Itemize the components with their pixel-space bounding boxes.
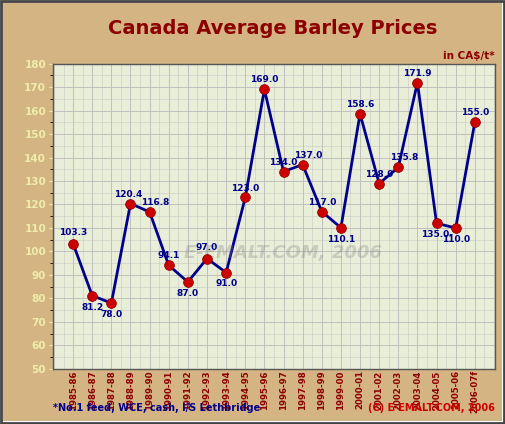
Text: in CA$/t*: in CA$/t* (443, 50, 495, 61)
Point (337, 224, 345, 231)
Text: 123.0: 123.0 (231, 184, 260, 192)
Text: 103.3: 103.3 (59, 229, 87, 237)
Text: 110.0: 110.0 (442, 235, 470, 244)
Point (279, 168, 287, 175)
Text: 110.1: 110.1 (327, 234, 355, 244)
Point (184, 279, 192, 285)
Point (203, 255, 211, 262)
Text: E-EMALT.COM, 2006: E-EMALT.COM, 2006 (184, 244, 382, 262)
Point (165, 262, 173, 269)
Point (451, 225, 460, 232)
Point (394, 164, 402, 171)
Point (241, 194, 249, 201)
Text: 137.0: 137.0 (294, 151, 322, 159)
Point (414, 79, 422, 86)
Point (222, 269, 230, 276)
Point (298, 161, 307, 168)
Text: 81.2: 81.2 (81, 302, 104, 312)
Text: 78.0: 78.0 (100, 310, 122, 319)
Text: (C) E-EMALT.COM, 2006: (C) E-EMALT.COM, 2006 (368, 403, 495, 413)
Point (69, 240, 77, 247)
Text: 169.0: 169.0 (250, 75, 279, 84)
Text: 87.0: 87.0 (177, 289, 199, 298)
Text: Canada Average Barley Prices: Canada Average Barley Prices (108, 19, 437, 38)
Point (375, 180, 383, 187)
Text: 135.8: 135.8 (390, 153, 418, 162)
Text: 97.0: 97.0 (196, 243, 218, 252)
Point (261, 86, 269, 93)
Text: 116.8: 116.8 (141, 198, 169, 207)
Point (356, 111, 364, 117)
Text: 171.9: 171.9 (403, 69, 432, 78)
Text: 120.4: 120.4 (114, 190, 142, 198)
Text: 117.0: 117.0 (308, 198, 336, 206)
Point (108, 300, 116, 307)
Point (126, 200, 134, 207)
Point (432, 220, 440, 227)
Text: *No.1 feed, WCE, cash, I/S Lethbridge: *No.1 feed, WCE, cash, I/S Lethbridge (53, 403, 260, 413)
Text: 158.6: 158.6 (346, 100, 374, 109)
Text: 91.0: 91.0 (215, 279, 237, 288)
Text: 128.9: 128.9 (365, 170, 393, 179)
Text: 94.1: 94.1 (158, 251, 180, 260)
Point (318, 208, 326, 215)
Point (145, 209, 154, 215)
Point (471, 119, 479, 126)
Text: 155.0: 155.0 (461, 109, 489, 117)
Point (88, 292, 96, 299)
Text: 134.0: 134.0 (269, 158, 298, 167)
Text: 135.0-: 135.0- (421, 230, 452, 239)
